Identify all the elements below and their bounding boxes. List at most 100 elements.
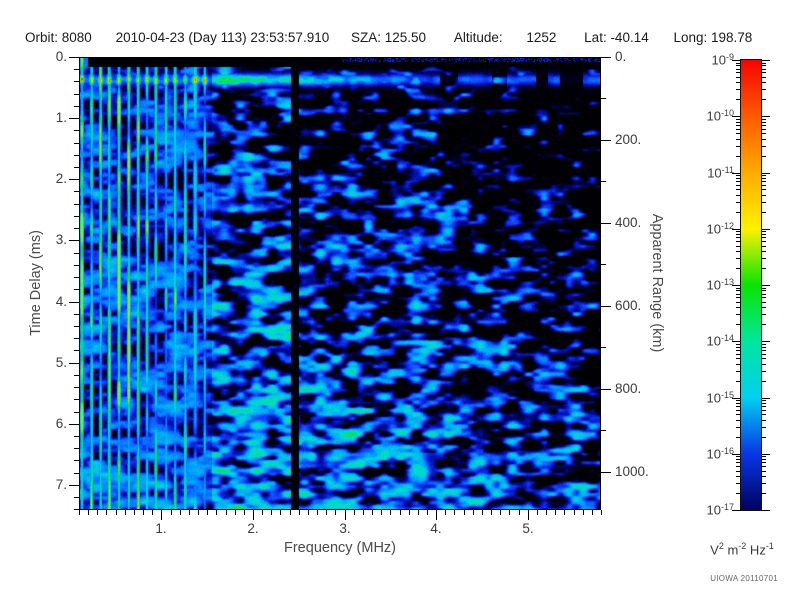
- y-major-tick: [69, 485, 79, 486]
- watermark: UIOWA 20110701: [710, 574, 778, 583]
- colorbar-unit-label: V2 m-2 Hz-1: [690, 541, 794, 557]
- y2-minor-tick: [601, 347, 606, 348]
- colorbar-minor-tick: [736, 202, 740, 203]
- colorbar-minor-tick: [736, 175, 740, 176]
- colorbar-minor-tick: [762, 354, 766, 355]
- x-major-tick: [436, 510, 437, 520]
- colorbar-minor-tick: [736, 456, 740, 457]
- x-minor-tick: [262, 510, 263, 515]
- x-minor-tick: [564, 510, 565, 515]
- colorbar-minor-tick: [736, 354, 740, 355]
- unit-exponent: -1: [765, 541, 774, 551]
- y-minor-tick: [74, 350, 79, 351]
- colorbar-minor-tick: [762, 400, 766, 401]
- x-minor-tick: [592, 510, 593, 515]
- colorbar-minor-tick: [762, 63, 766, 64]
- x-minor-tick: [546, 510, 547, 515]
- y2-major-tick: [601, 57, 611, 58]
- y2-tick-label: 1000.: [615, 464, 649, 479]
- colorbar-tick-label: 10-13: [706, 277, 734, 293]
- colorbar-minor-tick: [762, 290, 766, 291]
- y2-major-tick: [601, 223, 611, 224]
- x-minor-tick: [454, 510, 455, 515]
- y-major-tick: [69, 302, 79, 303]
- y2-tick-label: 800.: [615, 381, 642, 396]
- x-minor-tick: [445, 510, 446, 515]
- spectrogram-canvas: [80, 58, 600, 509]
- colorbar-minor-tick: [762, 410, 766, 411]
- colorbar-major-tick: [732, 341, 740, 342]
- colorbar-minor-tick: [762, 178, 766, 179]
- colorbar-major-tick: [762, 173, 770, 174]
- colorbar-major-tick: [732, 510, 740, 511]
- colorbar-minor-tick: [736, 189, 740, 190]
- x-minor-tick: [106, 510, 107, 515]
- y-minor-tick: [74, 191, 79, 192]
- y2-major-tick: [601, 140, 611, 141]
- y2-minor-tick: [601, 181, 606, 182]
- x-minor-tick: [381, 510, 382, 515]
- y-minor-tick: [74, 167, 79, 168]
- colorbar-tick-label: 10-14: [706, 333, 734, 349]
- colorbar-minor-tick: [736, 146, 740, 147]
- colorbar-minor-tick: [736, 212, 740, 213]
- x-major-tick: [161, 510, 162, 520]
- x-minor-tick: [555, 510, 556, 515]
- colorbar-minor-tick: [736, 119, 740, 120]
- y-minor-tick: [74, 81, 79, 82]
- colorbar-minor-tick: [736, 476, 740, 477]
- x-minor-tick: [143, 510, 144, 515]
- colorbar-minor-tick: [736, 302, 740, 303]
- y-major-tick: [69, 363, 79, 364]
- colorbar-minor-tick: [762, 72, 766, 73]
- colorbar-minor-tick: [736, 314, 740, 315]
- colorbar-minor-tick: [762, 288, 766, 289]
- colorbar-minor-tick: [762, 403, 766, 404]
- colorbar-minor-tick: [736, 466, 740, 467]
- x-minor-tick: [235, 510, 236, 515]
- colorbar-major-tick: [732, 173, 740, 174]
- colorbar-major-tick: [762, 285, 770, 286]
- x-major-tick: [253, 510, 254, 520]
- x-minor-tick: [537, 510, 538, 515]
- colorbar-minor-tick: [736, 268, 740, 269]
- colorbar-major-tick: [732, 116, 740, 117]
- x-minor-tick: [134, 510, 135, 515]
- colorbar-minor-tick: [762, 414, 766, 415]
- x-tick-label: 3.: [339, 521, 351, 536]
- colorbar-major-tick: [762, 229, 770, 230]
- colorbar-minor-tick: [736, 462, 740, 463]
- y-minor-tick: [74, 314, 79, 315]
- y-minor-tick: [74, 204, 79, 205]
- x-minor-tick: [482, 510, 483, 515]
- colorbar-minor-tick: [736, 181, 740, 182]
- longitude-value: Long: 198.78: [673, 30, 753, 45]
- colorbar-minor-tick: [736, 231, 740, 232]
- colorbar-minor-tick: [762, 314, 766, 315]
- colorbar-minor-tick: [762, 344, 766, 345]
- colorbar-minor-tick: [736, 65, 740, 66]
- colorbar-minor-tick: [762, 459, 766, 460]
- x-minor-tick: [601, 510, 602, 515]
- y-axis-label-right: Apparent Range (km): [649, 213, 665, 353]
- x-minor-tick: [372, 510, 373, 515]
- colorbar-minor-tick: [762, 381, 766, 382]
- colorbar-minor-tick: [736, 89, 740, 90]
- x-major-tick: [528, 510, 529, 520]
- y-minor-tick: [74, 375, 79, 376]
- colorbar-minor-tick: [736, 371, 740, 372]
- y2-tick-label: 200.: [615, 132, 642, 147]
- colorbar-minor-tick: [762, 437, 766, 438]
- colorbar-minor-tick: [762, 297, 766, 298]
- altitude-label: Altitude:: [453, 30, 503, 45]
- colorbar-minor-tick: [736, 410, 740, 411]
- y-tick-label: 3.: [55, 232, 67, 247]
- colorbar-minor-tick: [762, 185, 766, 186]
- colorbar-minor-tick: [762, 294, 766, 295]
- y-minor-tick: [74, 338, 79, 339]
- colorbar-minor-tick: [736, 406, 740, 407]
- x-tick-label: 2.: [247, 521, 259, 536]
- unit-base: m: [723, 542, 739, 558]
- colorbar-minor-tick: [762, 212, 766, 213]
- colorbar-major-tick: [732, 454, 740, 455]
